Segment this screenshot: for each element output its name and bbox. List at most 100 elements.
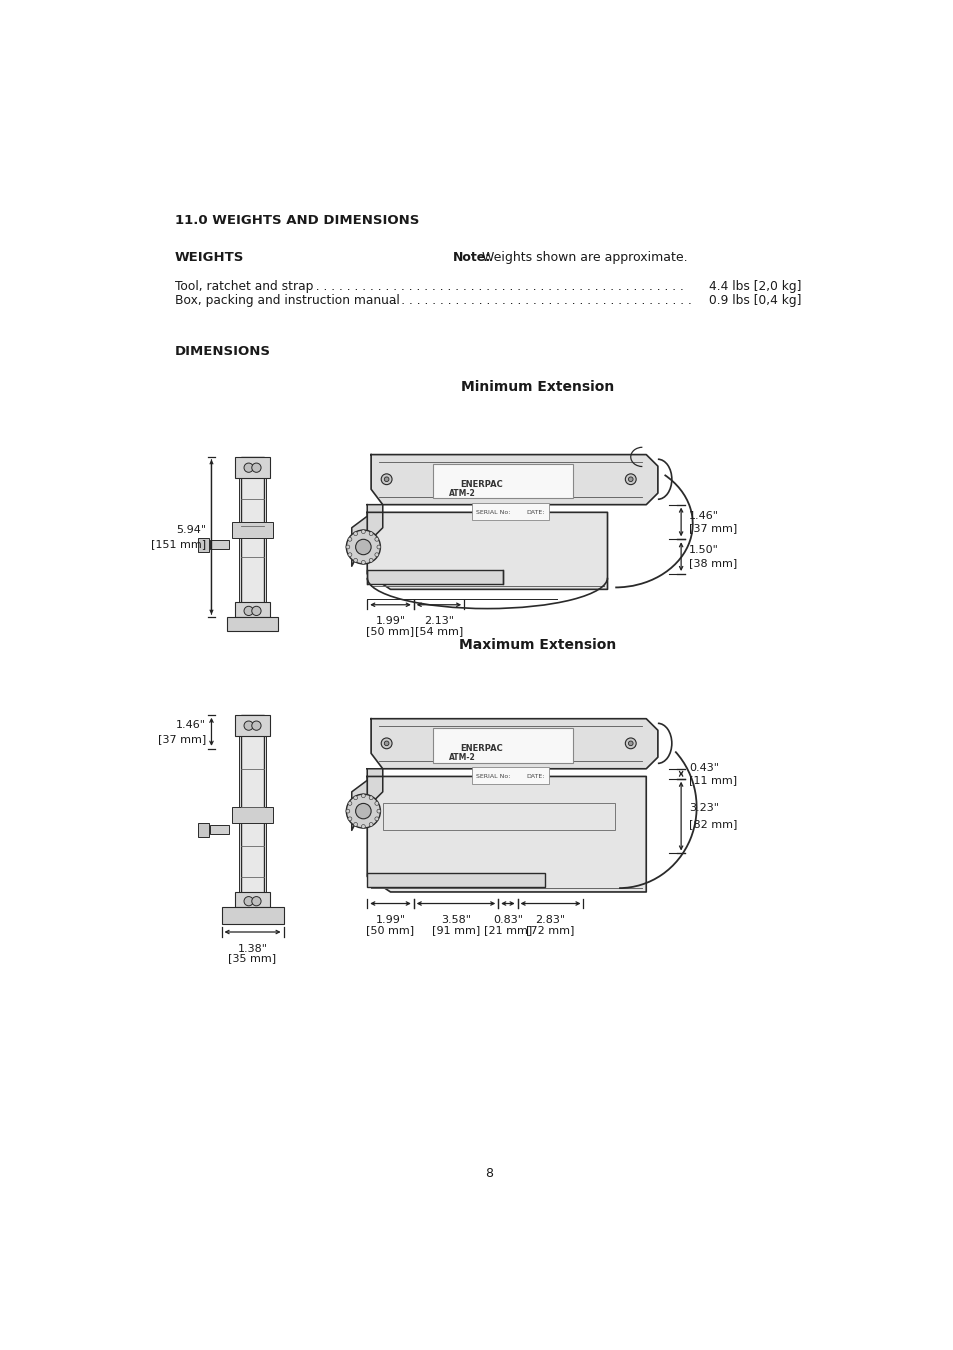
Bar [232, 522, 274, 537]
Bar [433, 464, 572, 498]
Text: Minimum Extension: Minimum Extension [460, 379, 614, 394]
Bar [227, 617, 278, 630]
Circle shape [252, 896, 261, 906]
Bar [238, 716, 266, 907]
Circle shape [361, 529, 365, 533]
Bar [238, 456, 266, 617]
Text: 3.23": 3.23" [688, 803, 719, 814]
Circle shape [348, 537, 352, 541]
Circle shape [369, 559, 373, 562]
Text: [82 mm]: [82 mm] [688, 819, 737, 829]
Text: SERIAL No:: SERIAL No: [476, 510, 510, 516]
Text: 1.50": 1.50" [688, 545, 718, 555]
Bar [367, 872, 545, 887]
Circle shape [348, 552, 352, 556]
Bar [221, 907, 283, 925]
Polygon shape [371, 718, 658, 768]
Text: Weights shown are approximate.: Weights shown are approximate. [477, 251, 687, 263]
Text: Maximum Extension: Maximum Extension [458, 637, 616, 652]
Circle shape [244, 463, 253, 472]
Text: ENERPAC: ENERPAC [459, 481, 502, 489]
Text: 4.4 lbs [2,0 kg]: 4.4 lbs [2,0 kg] [708, 279, 801, 293]
Text: 1.38": 1.38" [237, 944, 267, 953]
Circle shape [628, 741, 633, 745]
Text: [35 mm]: [35 mm] [229, 953, 276, 964]
Bar [234, 456, 270, 478]
Bar [232, 807, 274, 822]
Text: ATM-2: ATM-2 [448, 753, 475, 763]
Polygon shape [367, 513, 607, 590]
Text: [37 mm]: [37 mm] [157, 734, 206, 744]
Circle shape [361, 825, 365, 829]
Text: 0.83": 0.83" [493, 915, 522, 925]
Circle shape [348, 817, 352, 821]
Circle shape [252, 606, 261, 616]
Bar [234, 892, 270, 907]
Text: [11 mm]: [11 mm] [688, 775, 737, 784]
Circle shape [376, 545, 380, 549]
Polygon shape [352, 768, 382, 830]
Circle shape [624, 474, 636, 485]
Bar [241, 716, 264, 907]
Text: Tool, ratchet and strap: Tool, ratchet and strap [174, 279, 314, 293]
Circle shape [375, 537, 378, 541]
Text: DATE:: DATE: [525, 510, 544, 516]
Circle shape [361, 794, 365, 798]
Bar [210, 825, 229, 834]
Text: WEIGHTS: WEIGHTS [174, 251, 244, 263]
Circle shape [369, 532, 373, 536]
Bar [241, 456, 264, 617]
Text: [50 mm]: [50 mm] [366, 925, 415, 936]
Text: [91 mm]: [91 mm] [432, 925, 479, 936]
Bar [198, 537, 209, 552]
Text: [37 mm]: [37 mm] [688, 524, 737, 533]
Text: ATM-2: ATM-2 [448, 489, 475, 498]
Bar [433, 728, 572, 763]
Circle shape [376, 809, 380, 813]
Text: 2.13": 2.13" [423, 617, 454, 626]
Text: 1.99": 1.99" [375, 915, 405, 925]
Text: 1.99": 1.99" [375, 617, 405, 626]
Text: 5.94": 5.94" [175, 525, 206, 535]
Text: 3.58": 3.58" [440, 915, 471, 925]
Circle shape [354, 796, 357, 799]
Circle shape [354, 559, 357, 562]
Circle shape [384, 477, 389, 482]
Text: 1.46": 1.46" [176, 720, 206, 730]
Circle shape [375, 817, 378, 821]
Bar [234, 602, 270, 617]
Text: [50 mm]: [50 mm] [366, 626, 415, 636]
Text: [21 mm]: [21 mm] [483, 925, 532, 936]
Circle shape [375, 552, 378, 556]
Text: 0.9 lbs [0,4 kg]: 0.9 lbs [0,4 kg] [708, 294, 801, 308]
Circle shape [361, 560, 365, 564]
Circle shape [252, 463, 261, 472]
Bar [234, 716, 270, 736]
Text: . . . . . . . . . . . . . . . . . . . . . . . . . . . . . . . . . . . . . . . . : . . . . . . . . . . . . . . . . . . . . … [377, 294, 691, 308]
Bar [198, 822, 209, 837]
Circle shape [346, 809, 350, 813]
Text: Box, packing and instruction manual: Box, packing and instruction manual [174, 294, 399, 308]
Text: 1.46": 1.46" [688, 510, 719, 521]
Circle shape [369, 822, 373, 826]
Text: [54 mm]: [54 mm] [415, 626, 462, 636]
Circle shape [624, 738, 636, 749]
Bar [472, 767, 549, 784]
Circle shape [384, 741, 389, 745]
Text: 0.43": 0.43" [688, 763, 719, 772]
Circle shape [244, 606, 253, 616]
Polygon shape [367, 776, 645, 892]
Circle shape [354, 532, 357, 536]
Circle shape [346, 531, 380, 564]
Bar [367, 570, 502, 585]
Text: . . . . . . . . . . . . . . . . . . . . . . . . . . . . . . . . . . . . . . . . : . . . . . . . . . . . . . . . . . . . . … [308, 279, 683, 293]
Bar [382, 803, 615, 830]
Circle shape [354, 822, 357, 826]
Circle shape [381, 474, 392, 485]
Text: Note:: Note: [452, 251, 490, 263]
Text: 11.0 WEIGHTS AND DIMENSIONS: 11.0 WEIGHTS AND DIMENSIONS [174, 215, 419, 227]
Polygon shape [352, 505, 382, 566]
Circle shape [628, 477, 633, 482]
Text: 8: 8 [484, 1166, 493, 1180]
Circle shape [244, 721, 253, 730]
